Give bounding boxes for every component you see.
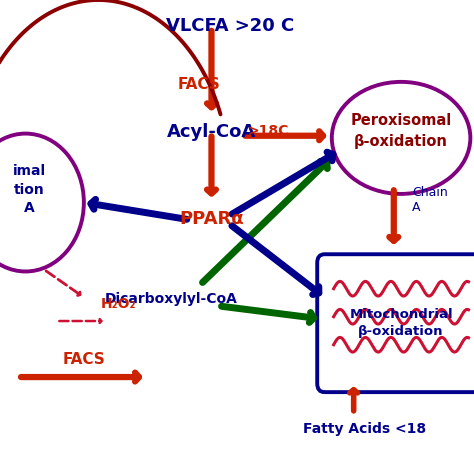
Text: Acyl-CoA: Acyl-CoA [167, 123, 256, 141]
Text: Dicarboxylyl-CoA: Dicarboxylyl-CoA [105, 292, 238, 307]
Text: Peroxisomal
β-oxidation: Peroxisomal β-oxidation [350, 113, 452, 149]
Text: FACS: FACS [63, 352, 105, 367]
Text: Mitochondrial
β-oxidation: Mitochondrial β-oxidation [349, 308, 453, 338]
Text: H₂O₂: H₂O₂ [100, 297, 136, 311]
Text: Fatty Acids <18: Fatty Acids <18 [303, 422, 426, 436]
Text: Chain
A: Chain A [412, 186, 448, 214]
Text: PPARα: PPARα [179, 210, 244, 228]
Text: FACS: FACS [177, 76, 220, 91]
Text: imal
tion
A: imal tion A [13, 164, 46, 215]
Text: VLCFA >20 C: VLCFA >20 C [165, 17, 294, 35]
Text: >18C: >18C [247, 125, 289, 138]
